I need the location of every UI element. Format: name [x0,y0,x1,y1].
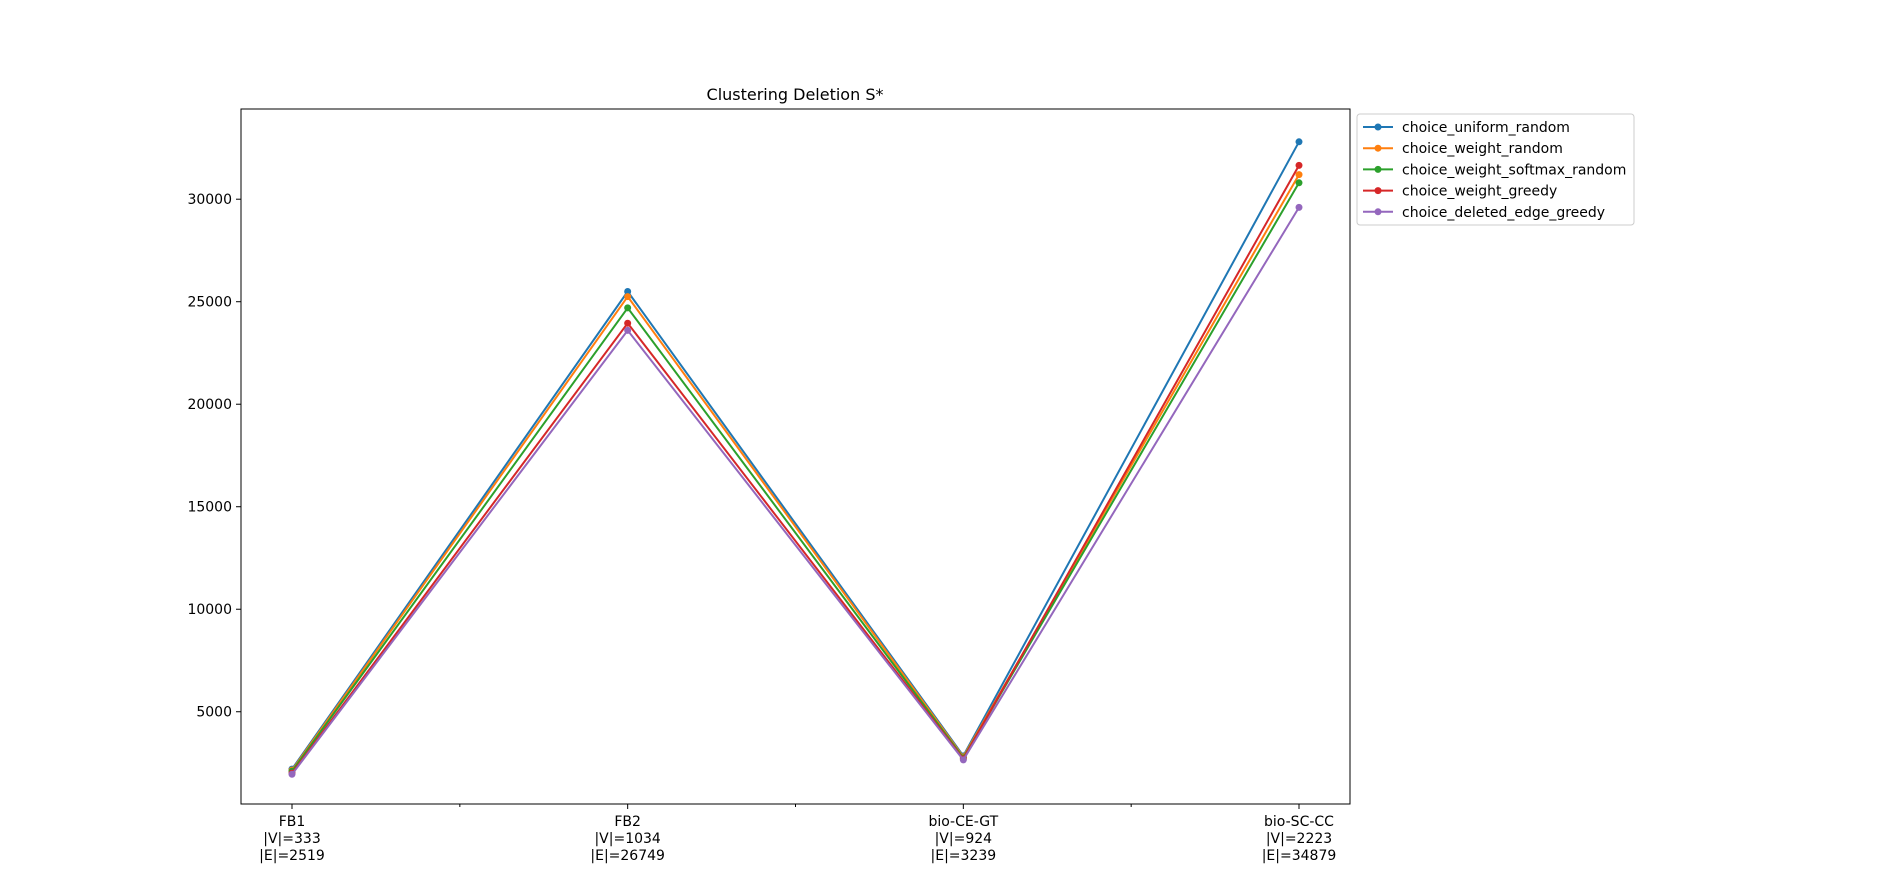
data-point-choice_weight_greedy [1295,161,1303,169]
legend-swatch-marker [1374,187,1382,195]
legend-label: choice_weight_softmax_random [1402,162,1626,178]
series-line-choice_deleted_edge_greedy [291,206,1300,775]
data-point-choice_weight_random [1295,171,1303,179]
data-point-choice_deleted_edge_greedy [959,756,967,764]
data-point-choice_uniform_random [1295,138,1303,146]
y-tick-label: 15000 [187,500,232,516]
x-tick-label: |E|=26749 [590,848,665,864]
x-tick-label: bio-SC-CC [1264,814,1334,830]
legend-swatch-marker [1374,123,1382,131]
y-tick-label: 30000 [187,192,232,208]
legend-swatch-marker [1374,208,1382,216]
chart-title: Clustering Deletion S* [707,85,884,104]
y-axis: 5000 10000 15000 20000 25000 30000 [187,192,241,721]
series-line-choice_weight_random [291,174,1300,771]
series-line-choice_uniform_random [291,141,1300,770]
x-tick-label: |E|=34879 [1262,848,1337,864]
plot-frame [240,108,1351,805]
legend-swatch-marker [1374,144,1382,152]
legend-label: choice_uniform_random [1402,120,1570,136]
y-tick-label: 5000 [196,705,232,721]
legend-label: choice_weight_greedy [1402,184,1557,200]
x-tick-label: FB2 [614,814,641,830]
x-tick-label: bio-CE-GT [928,814,998,830]
x-tick-label: |V|=2223 [1266,831,1332,847]
data-point-choice_weight_greedy [624,319,632,327]
y-tick-label: 25000 [187,295,232,311]
data-point-choice_uniform_random [624,287,632,295]
data-point-choice_weight_softmax_random [1295,179,1303,187]
series-layer [288,138,1303,778]
y-tick-label: 20000 [187,397,232,413]
legend: choice_uniform_random choice_weight_rando… [1356,113,1635,226]
data-point-choice_weight_random [624,293,632,301]
data-point-choice_deleted_edge_greedy [1295,203,1303,211]
series-line-choice_weight_greedy [291,164,1300,774]
x-tick-label: |V|=924 [935,831,993,847]
legend-frame [1356,113,1635,226]
legend-label: choice_weight_random [1402,141,1563,157]
y-tick-label: 10000 [187,602,232,618]
data-point-choice_deleted_edge_greedy [288,770,296,778]
x-tick-label: FB1 [279,814,306,830]
legend-swatch-marker [1374,165,1382,173]
data-point-choice_deleted_edge_greedy [624,326,632,334]
x-tick-label: |V|=1034 [594,831,660,847]
x-tick-label: |E|=3239 [931,848,997,864]
data-point-choice_weight_softmax_random [624,304,632,312]
x-tick-label: |V|=333 [263,831,320,847]
legend-label: choice_deleted_edge_greedy [1402,205,1605,221]
series-line-choice_weight_softmax_random [291,182,1300,772]
x-axis: FB1|V|=333|E|=2519 FB2|V|=1034|E|=26749 bi… [259,804,1336,864]
x-tick-label: |E|=2519 [259,848,325,864]
